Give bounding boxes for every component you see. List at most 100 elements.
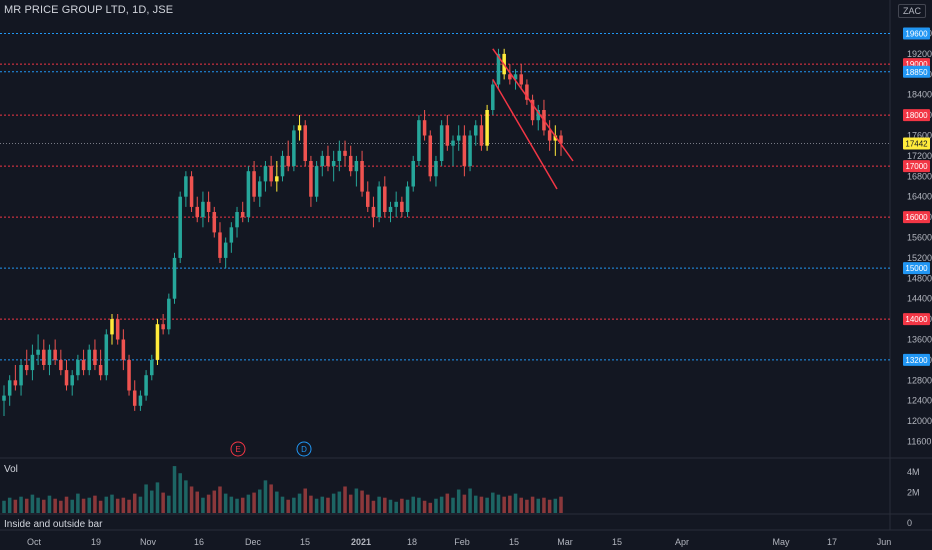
x-tick-label: Mar	[557, 537, 573, 547]
candle-body	[240, 212, 245, 218]
volume-bar	[235, 498, 239, 513]
volume-bar	[201, 497, 205, 513]
candle-body	[30, 354, 35, 371]
candle-body	[19, 365, 23, 386]
candle-body	[451, 140, 455, 146]
candle-body	[150, 359, 154, 376]
volume-bar	[422, 500, 427, 513]
candle-body	[212, 212, 217, 233]
candle-body	[155, 324, 160, 360]
volume-bar	[7, 497, 12, 513]
currency-badge[interactable]: ZAC	[898, 4, 926, 18]
candle-body	[388, 206, 393, 212]
volume-bar	[229, 496, 234, 513]
volume-bar	[138, 496, 143, 513]
candle-body	[496, 53, 501, 85]
candle-body	[223, 242, 228, 258]
candle-body	[343, 150, 347, 156]
volume-bar	[473, 495, 478, 513]
candle-body	[132, 390, 137, 406]
candle-body	[161, 324, 165, 330]
volume-axis-label: 4M	[907, 467, 920, 477]
candle-body	[104, 334, 109, 376]
candle-body	[275, 176, 279, 182]
volume-bar	[246, 494, 251, 513]
volume-bar	[98, 500, 103, 513]
y-tick-label: 14800	[907, 273, 932, 283]
volume-bar	[206, 494, 211, 513]
volume-bar	[326, 497, 330, 513]
volume-bar	[87, 497, 92, 513]
candle-body	[246, 171, 251, 218]
volume-bar	[462, 494, 467, 513]
y-tick-label: 13600	[907, 335, 932, 345]
candle-body	[547, 130, 552, 141]
candle-body	[462, 135, 467, 167]
x-tick-label: 15	[509, 537, 519, 547]
candle-body	[383, 186, 387, 212]
y-tick-label: 12000	[907, 416, 932, 426]
candle-body	[326, 155, 330, 167]
volume-bar	[263, 480, 268, 513]
volume-bar	[303, 488, 307, 513]
volume-bar	[519, 497, 523, 513]
x-tick-label: 15	[612, 537, 622, 547]
volume-axis-label: 2M	[907, 488, 920, 498]
volume-bar	[388, 499, 393, 513]
x-tick-label: 19	[91, 537, 101, 547]
candle-body	[354, 161, 359, 172]
volume-bar	[309, 495, 313, 513]
y-tick-label: 16800	[907, 171, 932, 181]
candle-body	[479, 125, 484, 146]
volume-bar	[2, 500, 6, 513]
volume-bar	[417, 497, 421, 513]
candle-body	[337, 150, 342, 161]
candle-body	[138, 395, 143, 406]
candle-body	[417, 120, 421, 161]
candle-body	[394, 201, 398, 207]
volume-bar	[292, 497, 296, 513]
volume-bar	[485, 497, 489, 513]
candle-body	[553, 135, 558, 141]
candle-body	[456, 135, 461, 141]
candle-body	[371, 206, 376, 218]
y-tick-label: 17600	[907, 131, 932, 141]
volume-bar	[343, 486, 347, 513]
volume-bar	[189, 486, 194, 513]
volume-bar	[269, 484, 273, 513]
volume-bar	[337, 491, 342, 513]
volume-bar	[434, 498, 438, 513]
volume-bar	[456, 489, 461, 513]
candle-body	[189, 176, 194, 207]
volume-bar	[428, 502, 433, 513]
volume-bar	[445, 493, 450, 513]
level-badge	[903, 211, 930, 224]
volume-bar	[42, 499, 46, 513]
candle-body	[519, 74, 523, 85]
volume-bar	[377, 496, 381, 513]
volume-bar	[525, 499, 529, 513]
last-price-label: 17442	[905, 140, 928, 149]
volume-bar	[223, 493, 228, 513]
volume-bar	[167, 495, 171, 513]
candle-body	[525, 84, 529, 100]
level-badge	[903, 313, 930, 326]
candle-body	[110, 319, 114, 335]
candle-body	[121, 339, 126, 360]
candle-body	[115, 319, 120, 340]
level-label: 16000	[905, 213, 928, 222]
level-badge	[903, 109, 930, 122]
candle-body	[70, 375, 74, 386]
candle-body	[7, 380, 12, 396]
volume-bar	[184, 480, 188, 513]
volume-bar	[76, 493, 80, 513]
candle-body	[297, 125, 302, 131]
volume-bar	[553, 498, 558, 513]
volume-bar	[559, 496, 563, 513]
x-tick-label: 16	[194, 537, 204, 547]
volume-bar	[81, 498, 86, 513]
volume-bar	[64, 496, 69, 513]
candle-body	[229, 227, 234, 243]
channel-lower-line	[492, 79, 558, 190]
